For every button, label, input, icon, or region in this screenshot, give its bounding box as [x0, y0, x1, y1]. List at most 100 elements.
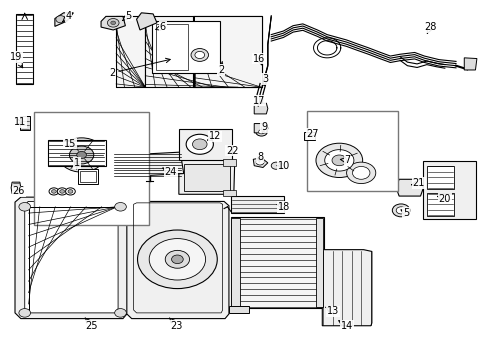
Polygon shape	[15, 197, 127, 319]
Bar	[222, 190, 236, 197]
Text: 23: 23	[169, 318, 182, 331]
Polygon shape	[253, 158, 267, 167]
Circle shape	[165, 250, 189, 268]
Circle shape	[115, 309, 126, 317]
Text: 12: 12	[207, 131, 221, 141]
Polygon shape	[136, 13, 157, 30]
Text: 20: 20	[437, 194, 450, 203]
Text: 13: 13	[325, 306, 338, 316]
Text: 2: 2	[109, 58, 170, 78]
Polygon shape	[101, 17, 125, 30]
Bar	[193, 16, 261, 87]
Circle shape	[49, 188, 59, 195]
Text: 14: 14	[338, 321, 352, 331]
Bar	[47, 140, 106, 166]
Polygon shape	[322, 249, 371, 326]
Bar	[427, 166, 453, 189]
Polygon shape	[126, 202, 228, 319]
Polygon shape	[463, 58, 476, 70]
Bar	[427, 193, 453, 216]
Text: 3: 3	[261, 74, 267, 85]
Polygon shape	[179, 160, 234, 194]
Circle shape	[68, 190, 73, 193]
Circle shape	[171, 255, 183, 264]
Circle shape	[56, 16, 65, 23]
Text: 10: 10	[277, 161, 290, 171]
Polygon shape	[55, 13, 73, 26]
Text: 5: 5	[400, 208, 408, 218]
Bar	[230, 196, 284, 213]
Circle shape	[111, 21, 116, 24]
Text: 25: 25	[85, 318, 98, 331]
Text: 16: 16	[252, 54, 264, 65]
Polygon shape	[16, 14, 33, 84]
Bar	[306, 111, 397, 192]
Circle shape	[255, 127, 267, 136]
Bar	[116, 16, 145, 87]
Polygon shape	[25, 202, 118, 313]
Bar	[230, 217, 324, 308]
Circle shape	[115, 203, 126, 211]
Text: 17: 17	[252, 96, 264, 107]
Circle shape	[19, 203, 30, 211]
Text: 26: 26	[13, 186, 25, 197]
Circle shape	[60, 190, 64, 193]
Bar	[34, 112, 148, 225]
Polygon shape	[254, 103, 267, 114]
Circle shape	[77, 152, 86, 158]
Bar	[144, 16, 261, 87]
Text: 9: 9	[261, 122, 266, 133]
Text: 5: 5	[122, 11, 132, 21]
Text: 11: 11	[14, 117, 26, 127]
Text: 4: 4	[62, 12, 71, 22]
Circle shape	[192, 139, 206, 150]
Text: 6: 6	[155, 22, 165, 32]
Bar	[303, 132, 314, 140]
Bar	[423, 161, 475, 219]
Circle shape	[271, 162, 281, 169]
Circle shape	[69, 146, 94, 164]
Text: 19: 19	[10, 52, 22, 68]
Text: 15: 15	[64, 139, 77, 149]
Text: 27: 27	[305, 129, 318, 139]
Text: 1: 1	[74, 158, 80, 169]
Polygon shape	[395, 179, 423, 196]
Bar	[179, 129, 232, 160]
Circle shape	[391, 204, 409, 217]
Circle shape	[186, 134, 213, 154]
Text: 18: 18	[277, 202, 290, 212]
Circle shape	[256, 159, 264, 165]
Polygon shape	[228, 306, 249, 313]
Circle shape	[315, 143, 362, 177]
Text: 8: 8	[257, 152, 263, 163]
Polygon shape	[254, 123, 267, 133]
Text: 21: 21	[410, 178, 424, 188]
Bar	[222, 159, 236, 166]
Text: 22: 22	[225, 146, 238, 156]
Polygon shape	[113, 152, 183, 177]
Circle shape	[352, 166, 369, 179]
Circle shape	[195, 51, 204, 59]
Text: 2: 2	[218, 62, 224, 75]
Bar	[316, 218, 323, 307]
Circle shape	[346, 162, 375, 184]
Circle shape	[395, 207, 405, 214]
Bar	[80, 171, 96, 182]
Bar	[20, 116, 30, 130]
Text: 24: 24	[163, 167, 177, 177]
Circle shape	[149, 239, 205, 280]
Bar	[230, 218, 239, 307]
Text: 28: 28	[423, 22, 435, 33]
Circle shape	[331, 155, 346, 166]
Circle shape	[58, 138, 105, 172]
Circle shape	[57, 188, 67, 195]
Bar	[183, 164, 229, 191]
Circle shape	[191, 49, 208, 62]
Text: 7: 7	[340, 156, 350, 165]
Bar	[156, 24, 187, 70]
Circle shape	[51, 190, 56, 193]
Circle shape	[324, 150, 353, 171]
Circle shape	[48, 131, 115, 179]
Circle shape	[65, 188, 75, 195]
Circle shape	[107, 18, 119, 27]
